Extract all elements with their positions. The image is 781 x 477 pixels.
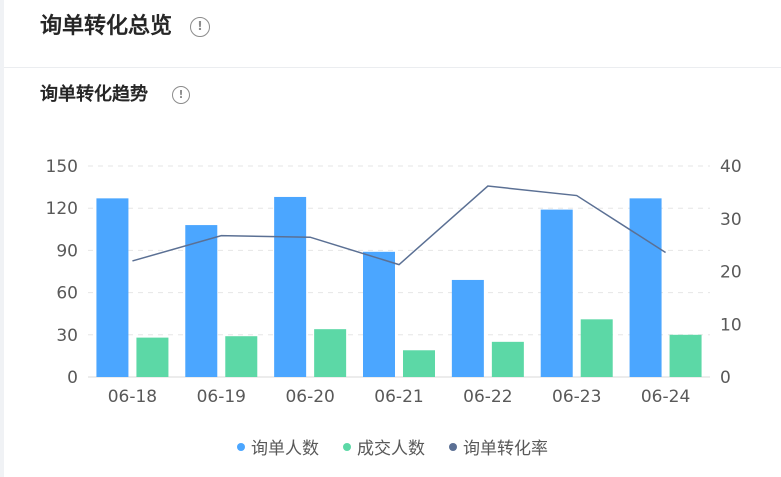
y-right-tick-label: 10 — [720, 315, 742, 335]
legend-dot-icon — [237, 442, 245, 451]
bar-deal — [403, 350, 435, 377]
trend-chart: 0 30 60 90 120 150 0 10 20 30 40 06-18 06-19 06-20 06-… — [46, 157, 742, 407]
legend-label: 询单转化率 — [463, 439, 548, 459]
legend-label: 成交人数 — [357, 439, 425, 459]
bar-deal — [314, 329, 347, 377]
legend-dot-icon — [449, 442, 457, 451]
bar-deal — [580, 319, 613, 377]
y-left-tick-label: 150 — [46, 157, 78, 177]
y-left-tick-label: 90 — [56, 241, 78, 261]
legend-dot-icon — [343, 442, 351, 451]
bar-deal — [669, 334, 702, 377]
bar-inquiry — [451, 279, 484, 377]
x-tick-label: 06-19 — [197, 387, 246, 407]
bar-deal — [225, 336, 258, 377]
bar-deal — [491, 341, 524, 377]
legend-item[interactable]: 询单转化率 — [449, 434, 548, 459]
page-title: 询单转化总览 — [40, 14, 173, 39]
legend-label: 询单人数 — [251, 439, 319, 459]
y-left-tick-label: 60 — [56, 284, 78, 304]
bar-deal — [136, 337, 169, 377]
info-circle-icon[interactable]: ! — [172, 86, 190, 104]
y-left-tick-label: 30 — [56, 326, 78, 346]
info-circle-icon[interactable]: ! — [190, 17, 210, 37]
card-header: 询单转化总览 ! — [4, 0, 781, 68]
x-tick-label: 06-24 — [641, 387, 690, 407]
x-tick-label: 06-20 — [285, 387, 334, 407]
series-line-conversion-rate — [132, 185, 666, 266]
x-tick-label: 06-21 — [374, 387, 423, 407]
bar-inquiry — [96, 198, 129, 377]
section-title: 询单转化趋势 — [40, 84, 148, 105]
bar-inquiry — [274, 196, 307, 377]
bar-inquiry — [629, 198, 662, 377]
bar-inquiry — [185, 225, 218, 377]
y-right-tick-label: 40 — [720, 157, 742, 177]
legend-item[interactable]: 询单人数 — [237, 434, 319, 459]
x-tick-label: 06-22 — [463, 387, 512, 407]
legend-item[interactable]: 成交人数 — [343, 434, 425, 459]
chart-legend: 询单人数 成交人数 询单转化率 — [4, 434, 781, 459]
x-tick-label: 06-23 — [552, 387, 601, 407]
x-tick-label: 06-18 — [108, 387, 157, 407]
bar-inquiry — [540, 209, 573, 377]
overview-card: 询单转化总览 ! 询单转化趋势 ! 0 30 60 90 120 150 0 10 20 30 40… — [4, 0, 781, 477]
bar-inquiry — [363, 251, 395, 377]
y-right-tick-label: 30 — [720, 210, 742, 230]
y-right-tick-label: 0 — [720, 368, 731, 388]
y-right-tick-label: 20 — [720, 263, 742, 283]
y-left-tick-label: 120 — [46, 199, 78, 219]
y-left-tick-label: 0 — [67, 368, 78, 388]
